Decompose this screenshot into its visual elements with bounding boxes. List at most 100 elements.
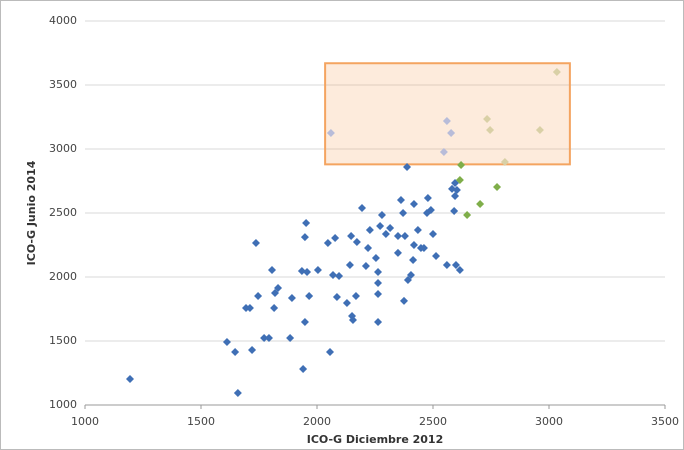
data-point bbox=[377, 211, 386, 220]
data-point bbox=[351, 291, 360, 300]
data-point bbox=[348, 316, 357, 325]
y-tick-label: 1000 bbox=[49, 398, 77, 411]
data-point bbox=[406, 270, 415, 279]
data-point bbox=[393, 248, 402, 257]
data-point bbox=[271, 289, 280, 297]
data-point bbox=[426, 206, 435, 215]
data-point bbox=[374, 279, 383, 288]
data-point bbox=[248, 345, 257, 354]
data-point bbox=[302, 218, 311, 227]
y-tick-label: 2000 bbox=[49, 270, 77, 283]
data-point bbox=[374, 318, 383, 327]
data-point bbox=[396, 195, 405, 204]
data-point bbox=[332, 292, 341, 301]
data-point bbox=[442, 116, 451, 125]
data-point bbox=[299, 365, 308, 374]
data-point bbox=[439, 147, 448, 156]
data-point bbox=[552, 67, 561, 76]
data-point bbox=[413, 226, 422, 235]
data-point bbox=[371, 254, 380, 263]
data-point bbox=[335, 271, 344, 280]
x-tick-label: 2500 bbox=[419, 415, 447, 428]
x-axis-title: ICO-G Diciembre 2012 bbox=[307, 433, 443, 446]
data-point bbox=[260, 334, 269, 343]
data-point bbox=[409, 200, 418, 209]
data-point bbox=[447, 129, 456, 137]
data-point bbox=[365, 226, 374, 235]
data-point bbox=[419, 243, 428, 252]
data-point bbox=[400, 232, 409, 241]
data-point bbox=[264, 334, 273, 343]
data-point bbox=[500, 158, 509, 167]
data-point bbox=[450, 206, 459, 215]
data-point bbox=[374, 268, 383, 277]
data-point bbox=[451, 191, 460, 200]
data-point bbox=[403, 163, 412, 172]
data-point bbox=[409, 241, 418, 249]
data-point bbox=[429, 229, 437, 238]
data-point bbox=[270, 303, 279, 312]
data-point bbox=[267, 265, 276, 274]
data-point bbox=[409, 255, 418, 264]
data-point bbox=[403, 275, 412, 284]
data-point bbox=[486, 126, 495, 135]
data-point bbox=[463, 211, 472, 220]
data-point bbox=[251, 238, 260, 247]
data-point bbox=[452, 185, 461, 194]
data-point bbox=[286, 334, 295, 343]
y-axis-title: ICO-G Junio 2014 bbox=[25, 160, 38, 265]
data-point bbox=[455, 265, 464, 274]
x-tick-label: 3000 bbox=[535, 415, 563, 428]
data-point bbox=[254, 291, 263, 300]
data-point bbox=[535, 126, 544, 135]
highlight-box bbox=[324, 62, 571, 166]
data-point bbox=[399, 209, 408, 217]
data-point bbox=[423, 194, 432, 203]
data-point bbox=[331, 233, 340, 242]
data-point bbox=[347, 232, 356, 241]
data-point bbox=[451, 260, 460, 269]
data-point bbox=[352, 238, 361, 247]
data-point bbox=[376, 222, 385, 231]
data-point bbox=[300, 233, 309, 242]
data-point bbox=[386, 223, 395, 232]
data-point bbox=[126, 375, 135, 384]
data-point bbox=[400, 296, 408, 305]
data-point bbox=[493, 183, 502, 192]
data-point bbox=[442, 260, 451, 269]
y-tick-label: 3000 bbox=[49, 142, 77, 155]
data-point bbox=[231, 348, 240, 357]
data-point bbox=[457, 161, 466, 169]
data-point bbox=[342, 298, 351, 307]
data-point bbox=[325, 348, 334, 357]
data-point bbox=[305, 291, 314, 300]
data-point bbox=[361, 261, 370, 270]
data-point bbox=[326, 129, 335, 137]
data-point bbox=[455, 175, 464, 184]
data-point bbox=[274, 284, 283, 293]
y-tick-label: 2500 bbox=[49, 206, 77, 219]
data-point bbox=[300, 318, 309, 327]
data-point bbox=[313, 265, 322, 274]
data-point bbox=[303, 268, 312, 277]
data-point bbox=[476, 200, 485, 209]
data-point bbox=[233, 388, 242, 397]
data-point bbox=[432, 252, 441, 261]
data-point bbox=[358, 204, 367, 213]
data-point bbox=[245, 303, 254, 312]
data-point bbox=[345, 260, 354, 269]
data-point bbox=[483, 115, 492, 124]
data-point bbox=[393, 232, 402, 241]
x-tick-label: 1000 bbox=[71, 415, 99, 428]
y-tick-label: 4000 bbox=[49, 14, 77, 27]
data-point bbox=[323, 238, 332, 247]
y-tick-label: 1500 bbox=[49, 334, 77, 347]
data-point bbox=[364, 243, 373, 252]
data-point bbox=[222, 338, 231, 347]
data-point bbox=[374, 290, 383, 299]
x-tick-label: 2000 bbox=[303, 415, 331, 428]
data-point bbox=[381, 229, 390, 238]
data-point bbox=[287, 293, 296, 302]
x-tick-label: 1500 bbox=[187, 415, 215, 428]
